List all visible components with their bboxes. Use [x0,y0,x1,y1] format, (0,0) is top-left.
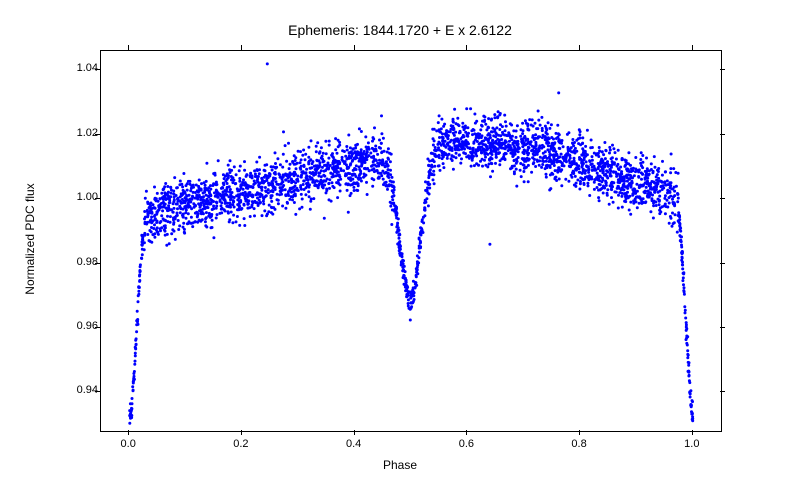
y-axis-label: Normalized PDC flux [23,159,37,319]
x-tick-label: 0.0 [108,438,148,450]
x-axis-label: Phase [0,458,800,472]
chart-title: Ephemeris: 1844.1720 + E x 2.6122 [0,22,800,38]
x-tick-label: 0.2 [221,438,261,450]
y-tick-label: 0.98 [48,256,98,268]
x-tick-mark [579,45,580,50]
x-tick-mark [466,430,467,435]
y-tick-label: 0.94 [48,384,98,396]
x-tick-mark [128,430,129,435]
scatter-data [101,51,721,431]
x-tick-mark [128,45,129,50]
y-tick-mark [720,391,725,392]
y-tick-mark [720,134,725,135]
y-tick-mark [720,327,725,328]
x-tick-label: 0.6 [446,438,486,450]
figure: Ephemeris: 1844.1720 + E x 2.6122 Normal… [0,0,800,500]
x-tick-mark [692,430,693,435]
x-tick-mark [241,430,242,435]
x-tick-mark [241,45,242,50]
x-tick-mark [692,45,693,50]
x-tick-mark [354,430,355,435]
y-tick-label: 1.00 [48,191,98,203]
y-tick-label: 0.96 [48,320,98,332]
x-tick-label: 0.8 [559,438,599,450]
y-tick-label: 1.04 [48,62,98,74]
x-tick-mark [466,45,467,50]
y-tick-mark [720,263,725,264]
x-tick-label: 0.4 [334,438,374,450]
x-tick-label: 1.0 [672,438,712,450]
x-tick-mark [579,430,580,435]
plot-area [100,50,722,432]
x-tick-mark [354,45,355,50]
y-tick-mark [720,69,725,70]
y-tick-label: 1.02 [48,127,98,139]
y-tick-mark [720,198,725,199]
